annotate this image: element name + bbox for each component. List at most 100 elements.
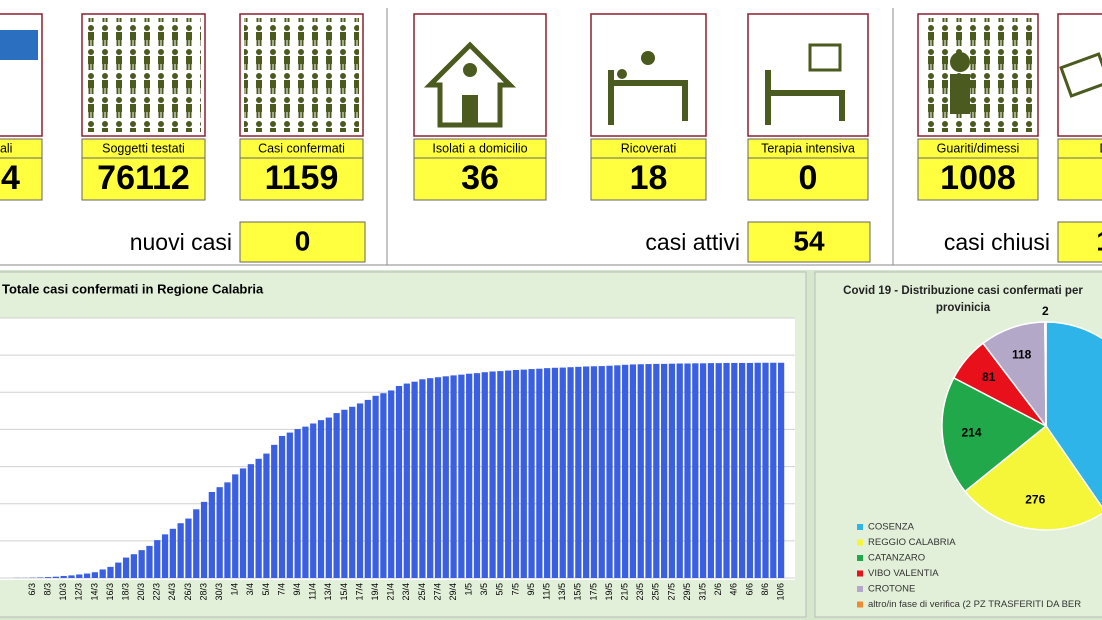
- people-icon: [86, 18, 201, 132]
- icons: [0, 30, 1102, 128]
- tile-value: 76112: [97, 159, 190, 197]
- legend-label: COSENZA: [868, 522, 915, 533]
- bar: [528, 369, 535, 578]
- x-tick-label: 19/5: [604, 583, 614, 601]
- x-tick-label: 8/3: [42, 583, 52, 596]
- bar: [146, 545, 153, 578]
- tile-label: Ricoverati: [621, 141, 677, 155]
- x-tick-label: 25/5: [651, 583, 661, 601]
- bar: [278, 435, 286, 578]
- bar: [473, 373, 481, 578]
- summary-value: 54: [793, 225, 825, 256]
- bar: [395, 385, 403, 578]
- bar: [169, 528, 176, 578]
- bar: [122, 557, 130, 578]
- bar: [520, 369, 527, 578]
- bar: [364, 399, 371, 578]
- bar: [154, 540, 161, 578]
- bar: [661, 363, 668, 578]
- bar: [614, 365, 621, 578]
- tile-value-box: [413, 157, 547, 201]
- x-tick-label: 21/4: [386, 583, 396, 601]
- tile-value: 18: [630, 159, 668, 197]
- bar: [559, 367, 566, 578]
- x-tick-label: 30/3: [214, 583, 224, 601]
- bar: [450, 375, 457, 578]
- x-tick-label: 23/4: [401, 583, 411, 601]
- pie-slice: [941, 376, 1048, 493]
- x-tick-label: 10/3: [58, 583, 68, 601]
- x-tick-label: 5/4: [261, 583, 271, 596]
- x-tick-label: 21/5: [620, 583, 630, 601]
- bar: [668, 363, 676, 578]
- bar: [76, 574, 83, 578]
- pie-title: Covid 19 - Distribuzione casi confermati…: [843, 285, 1083, 314]
- summary-value: 0: [295, 225, 311, 256]
- bar: [247, 464, 254, 578]
- legend-label: REGGIO CALABRIA: [868, 537, 956, 548]
- bar: [707, 363, 715, 578]
- x-tick-label: 17/5: [588, 583, 598, 601]
- x-tick-label: 25/4: [417, 583, 427, 601]
- bar: [598, 366, 605, 578]
- summary-box: [747, 221, 871, 263]
- x-tick-label: 17/4: [354, 583, 364, 601]
- x-tick-label: 27/4: [432, 583, 442, 601]
- bar: [302, 426, 309, 578]
- bar: [356, 403, 364, 578]
- summary-label: casi attivi: [645, 229, 740, 255]
- bar: [91, 572, 98, 578]
- bar: [551, 367, 559, 578]
- x-tick-label: 5/5: [495, 583, 505, 596]
- x-tick-label: 11/4: [308, 583, 318, 600]
- summary-label: casi chiusi: [944, 229, 1050, 255]
- bar: [458, 374, 465, 578]
- tile-value-box: [0, 157, 43, 201]
- x-tick-label: 6/6: [744, 583, 754, 596]
- tile-label: Soggetti testati: [102, 141, 185, 155]
- x-tick-label: 6/3: [27, 583, 37, 596]
- bar: [606, 365, 613, 578]
- bar: [746, 362, 754, 578]
- x-tick-label: 10/6: [775, 583, 785, 601]
- bar: [536, 368, 543, 578]
- bar: [676, 363, 683, 578]
- bar: [442, 376, 449, 578]
- tile-value-box: [1057, 157, 1102, 201]
- bar: [466, 373, 473, 578]
- x-tick-label: 31/5: [697, 583, 707, 601]
- tile-value: 36: [461, 159, 499, 197]
- bar: [60, 575, 67, 578]
- legend-swatch: [857, 524, 863, 530]
- x-tick-label: 19/4: [370, 583, 380, 601]
- bar: [544, 368, 551, 578]
- pie-slice: [964, 424, 1102, 531]
- x-tick-label: 1/5: [464, 583, 474, 596]
- bar: [161, 534, 169, 578]
- bar: [489, 371, 496, 578]
- bar: [622, 364, 629, 578]
- x-tick-label: 13/4: [323, 583, 333, 601]
- x-tick-label: 14/3: [89, 583, 99, 601]
- people-icon: [244, 18, 359, 132]
- bar: [731, 362, 738, 578]
- bar: [583, 366, 590, 578]
- bar: [177, 523, 184, 578]
- x-tick-label: 12/3: [74, 583, 84, 601]
- x-tick-label: 26/3: [183, 583, 193, 601]
- bar: [629, 364, 637, 578]
- bar: [37, 577, 44, 578]
- people-icon: [922, 18, 1034, 132]
- bar: [692, 363, 699, 578]
- bar: [200, 501, 208, 578]
- bar: [286, 432, 293, 578]
- bar: [271, 444, 278, 578]
- slice-label: 81: [982, 370, 996, 384]
- bar: [68, 575, 75, 578]
- bar: [294, 429, 301, 578]
- bar: [762, 362, 769, 578]
- tile-value: 0: [799, 159, 818, 197]
- x-tick-label: 8/6: [760, 583, 770, 596]
- summary-box: [1057, 221, 1102, 263]
